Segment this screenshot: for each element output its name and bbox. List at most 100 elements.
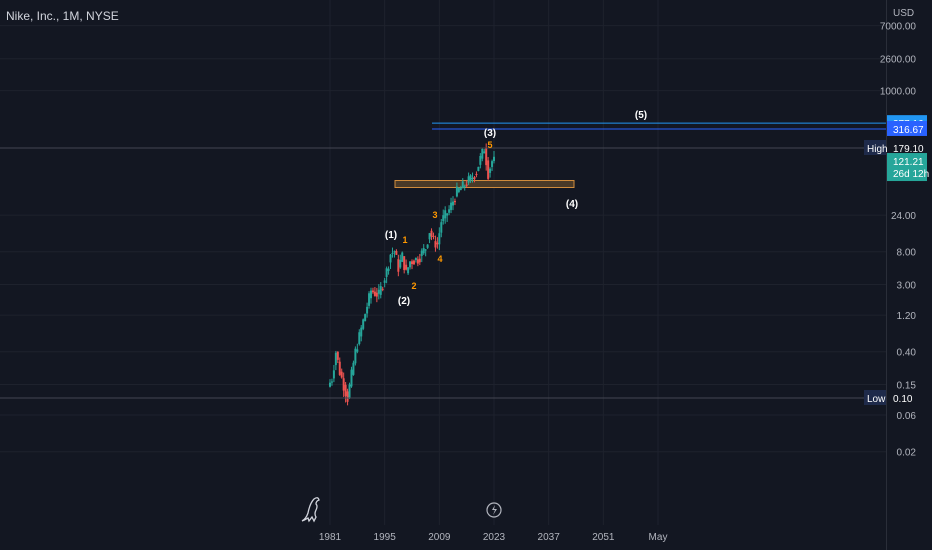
low-value-bg (887, 390, 927, 405)
candle-body (334, 352, 337, 366)
candle-body (424, 249, 427, 251)
wave-label-major: (1) (385, 230, 397, 241)
candle-body (457, 188, 460, 192)
high-tag-bg (864, 140, 886, 155)
candle-body (358, 332, 361, 345)
symbol-title: Nike, Inc., 1M, NYSE (6, 9, 119, 23)
candle-body (344, 384, 347, 397)
candle-body (375, 292, 378, 297)
wave4-zone-box[interactable] (394, 179, 575, 188)
high-value-label: 179.10 (893, 144, 924, 155)
candle-body (348, 384, 351, 398)
time-tick-label: May (649, 532, 668, 543)
candle-body (387, 268, 390, 271)
candle-body (467, 176, 470, 183)
candle-body (389, 254, 392, 263)
candle-body (432, 235, 435, 237)
price-label-bg (887, 120, 927, 136)
time-tick-label: 1981 (319, 532, 342, 543)
wave-label-major: (3) (484, 128, 496, 139)
candle-body (440, 222, 443, 233)
candle-body (489, 168, 492, 173)
candle-body (455, 186, 458, 197)
candle-body (381, 288, 384, 290)
candle-body (360, 327, 363, 337)
low-value-label: 0.10 (893, 394, 913, 405)
price-tick-label: 0.40 (897, 348, 917, 359)
currency-label: USD (893, 8, 914, 19)
candle-body (461, 181, 464, 189)
candle-body (420, 250, 423, 256)
tradingview-logo-icon[interactable] (301, 497, 320, 523)
candle-body (405, 264, 408, 270)
candle-body (452, 201, 454, 206)
candle-body (340, 371, 343, 378)
wave-label-minor: 3 (432, 210, 437, 220)
candle-body (428, 233, 431, 240)
candle-body (436, 242, 439, 245)
time-tick-label: 2009 (428, 532, 451, 543)
lightning-icon-glyph (492, 505, 497, 515)
lightning-icon[interactable] (486, 502, 502, 518)
candle-body (409, 261, 412, 268)
candle-body (463, 185, 466, 187)
candle-body (446, 213, 449, 216)
candle-body (412, 260, 415, 265)
candle-body (471, 178, 474, 180)
price-tick-label: 3.00 (897, 280, 917, 291)
candle-body (346, 391, 349, 402)
candle-body (434, 241, 437, 248)
candle-body (411, 261, 413, 264)
candle-body (418, 258, 421, 263)
candle-body (395, 250, 398, 255)
candle-body (383, 280, 386, 283)
candle-body (493, 156, 495, 162)
target-price-label: 316.67 (893, 125, 924, 136)
candle-body (430, 230, 433, 237)
price-tick-label: 1000.00 (880, 87, 917, 98)
candle-body (416, 259, 419, 264)
candle-body (352, 362, 355, 375)
candle-body (469, 175, 472, 181)
candle-body (450, 202, 453, 210)
candle-body (401, 252, 404, 262)
candle-body (403, 256, 406, 271)
wave-label-major: (2) (398, 296, 410, 307)
price-axis-separator (886, 0, 887, 550)
candle-body (426, 244, 429, 248)
candle-body (342, 378, 345, 391)
price-tick-label: 0.15 (897, 380, 917, 391)
wave-label-minor: 5 (487, 140, 492, 150)
candle-body (422, 248, 425, 254)
candle-body (330, 381, 333, 383)
candle-body (483, 151, 486, 154)
candle-body (459, 187, 462, 191)
high-tag-label: High (867, 144, 888, 155)
candle-body (477, 166, 480, 171)
candle-body (397, 259, 400, 272)
candle-body (399, 259, 402, 268)
candle-body (481, 148, 484, 159)
candle-body (465, 184, 468, 186)
candle-body (356, 349, 359, 352)
price-tick-label: 24.00 (891, 211, 916, 222)
wave-label-minor: 4 (437, 254, 442, 264)
candle-body (362, 319, 365, 329)
candle-body (407, 267, 410, 274)
low-tag-bg (864, 390, 886, 405)
time-tick-label: 1995 (374, 532, 397, 543)
candle-body (370, 290, 372, 299)
high-value-bg (887, 140, 927, 155)
candle-body (366, 306, 369, 314)
countdown-label: 26d 12h (893, 169, 929, 180)
candle-body (377, 289, 380, 294)
candle-body (336, 351, 339, 360)
candle-body (332, 370, 335, 379)
price-tick-label: 7000.00 (880, 22, 917, 33)
candle-body (373, 291, 376, 296)
candle-body (438, 233, 441, 245)
candle-body (338, 361, 341, 375)
candle-body (444, 210, 447, 219)
time-tick-label: 2023 (483, 532, 506, 543)
